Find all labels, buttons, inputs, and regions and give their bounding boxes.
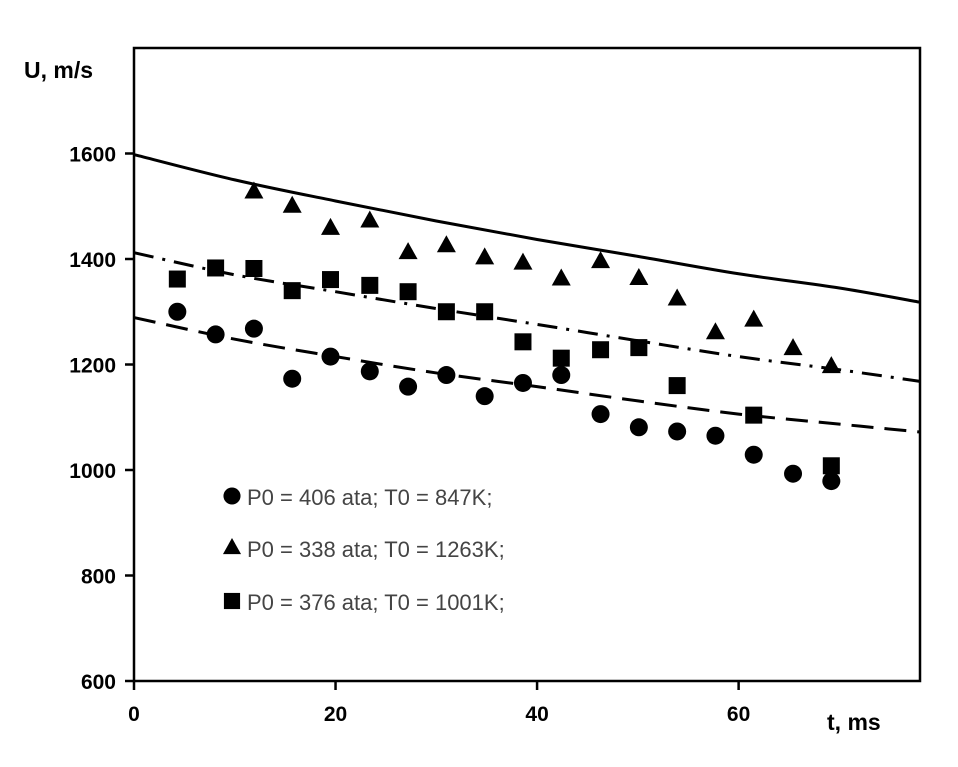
data-point-circle [321, 347, 340, 366]
y-tick-label: 800 [81, 566, 116, 589]
y-tick-label: 1600 [69, 144, 116, 167]
data-point-circle [822, 472, 841, 491]
data-point-square [668, 377, 686, 395]
data-point-triangle [360, 210, 380, 228]
legend-label: P0 = 338 ata; T0 = 1263K; [247, 537, 505, 562]
data-point-circle [706, 426, 725, 445]
data-point-square [399, 283, 417, 301]
data-point-circle [591, 405, 610, 424]
x-tick-label: 20 [324, 703, 347, 726]
data-point-triangle [282, 195, 302, 213]
data-point-circle [552, 366, 571, 385]
data-point-square [437, 303, 455, 321]
data-point-triangle [744, 309, 764, 327]
data-point-circle [168, 302, 187, 321]
legend-marker-triangle [222, 537, 242, 555]
data-point-circle [744, 445, 763, 464]
fit-curve-solid [133, 153, 921, 304]
data-point-triangle [783, 338, 803, 356]
data-point-triangle [513, 252, 533, 270]
x-axis-label: t, ms [827, 709, 881, 735]
data-point-circle [244, 319, 263, 338]
y-tick-label: 600 [81, 671, 116, 694]
x-tick-label: 60 [727, 703, 750, 726]
legend-marker-square [223, 592, 241, 610]
legend-label: P0 = 376 ata; T0 = 1001K; [247, 590, 505, 615]
data-point-circle [629, 418, 648, 437]
data-point-circle [475, 387, 494, 406]
data-point-square [592, 341, 610, 359]
y-tick-label: 1400 [69, 249, 116, 272]
x-tick-label: 40 [525, 703, 548, 726]
data-point-triangle [705, 322, 725, 340]
data-point-triangle [821, 356, 841, 374]
data-point-triangle [321, 217, 340, 235]
legend: P0 = 406 ata; T0 = 847K; P0 = 338 ata; T0… [222, 485, 505, 615]
data-point-circle [437, 366, 456, 385]
data-point-square [745, 406, 763, 424]
data-point-circle [399, 377, 418, 396]
fit-curves [133, 153, 921, 434]
data-point-triangle [591, 251, 611, 269]
fit-curve-dash-dot [133, 251, 921, 383]
axes: 600 800 1000 1200 1400 1600 0 20 40 60 U, m/s t, ms [24, 46, 922, 735]
data-point-triangle [667, 288, 687, 306]
y-tick-label: 1200 [69, 355, 116, 378]
legend-marker-circle [223, 487, 241, 505]
fit-curve-dashed [133, 316, 921, 434]
data-point-square [322, 271, 339, 289]
data-point-square [476, 303, 494, 321]
data-point-square [245, 259, 263, 277]
data-point-triangle [398, 242, 418, 260]
data-point-circle [206, 325, 225, 344]
data-point-square [514, 333, 532, 351]
data-point-square [361, 276, 379, 294]
data-point-square [630, 339, 648, 357]
data-points [168, 181, 841, 491]
data-point-circle [283, 369, 302, 388]
plot-area-frame [132, 46, 922, 683]
data-point-triangle [629, 267, 649, 285]
data-point-triangle [244, 181, 264, 199]
data-point-circle [513, 373, 532, 392]
data-point-triangle [436, 235, 456, 253]
x-tick-label: 0 [128, 703, 140, 726]
y-tick-label: 1000 [69, 460, 116, 483]
legend-label: P0 = 406 ata; T0 = 847K; [247, 485, 492, 510]
data-point-circle [360, 362, 379, 381]
data-point-square [283, 282, 301, 300]
data-point-square [822, 457, 840, 475]
data-point-circle [668, 422, 687, 441]
data-point-square [168, 270, 186, 288]
data-point-triangle [475, 247, 495, 265]
data-point-triangle [551, 268, 571, 286]
data-point-square [207, 259, 225, 277]
data-point-square [552, 349, 570, 367]
data-point-circle [784, 464, 803, 483]
y-axis-label: U, m/s [24, 57, 93, 83]
